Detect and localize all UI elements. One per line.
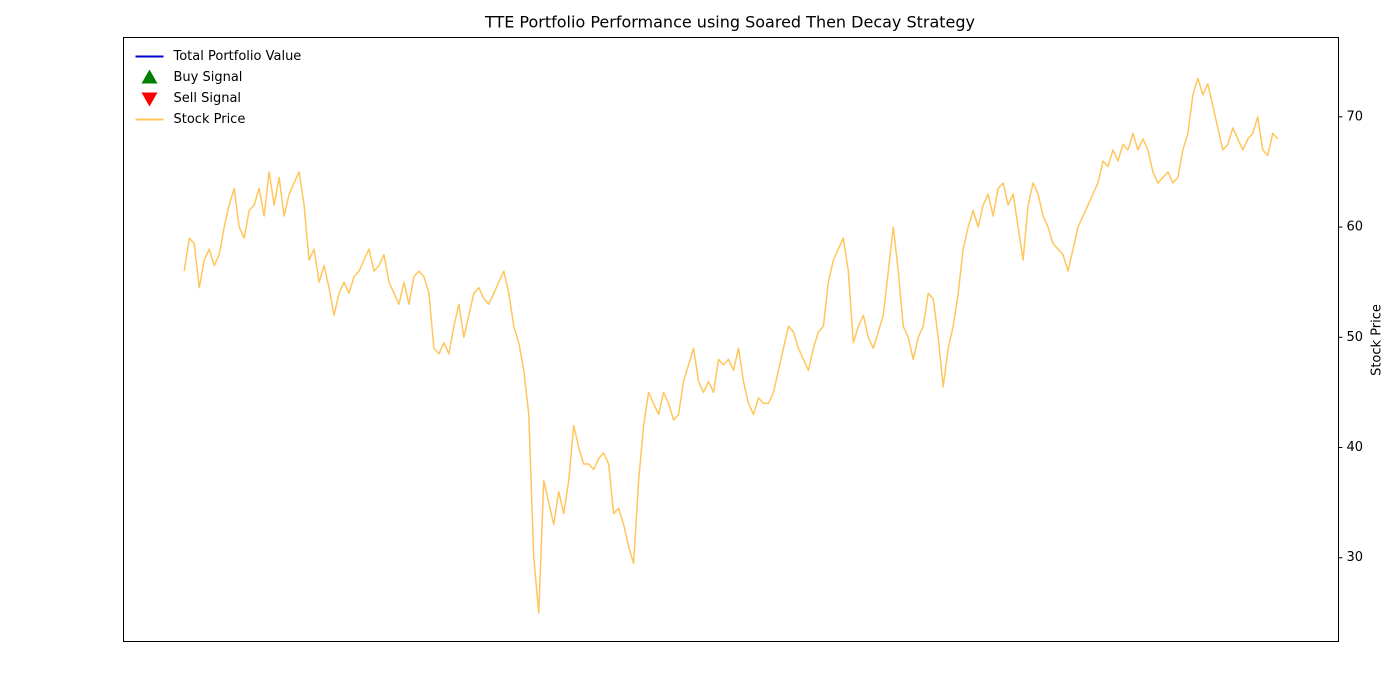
plot-frame [123,37,1339,642]
chart-title: TTE Portfolio Performance using Soared T… [484,13,975,32]
legend-label: Sell Signal [174,91,242,106]
y2-tick-label: 60 [1347,220,1364,235]
legend-marker [141,69,158,84]
y2-tick-label: 70 [1347,109,1364,124]
legend-label: Stock Price [174,112,246,127]
y2-tick-label: 50 [1347,330,1364,345]
legend-marker [141,92,158,107]
price-line [183,77,1279,614]
legend-label: Buy Signal [174,70,243,85]
y2-tick-label: 40 [1347,440,1364,455]
y2-axis-label: Stock Price [1370,304,1385,376]
legend-label: Total Portfolio Value [173,49,302,64]
y2-tick-label: 30 [1347,550,1364,565]
